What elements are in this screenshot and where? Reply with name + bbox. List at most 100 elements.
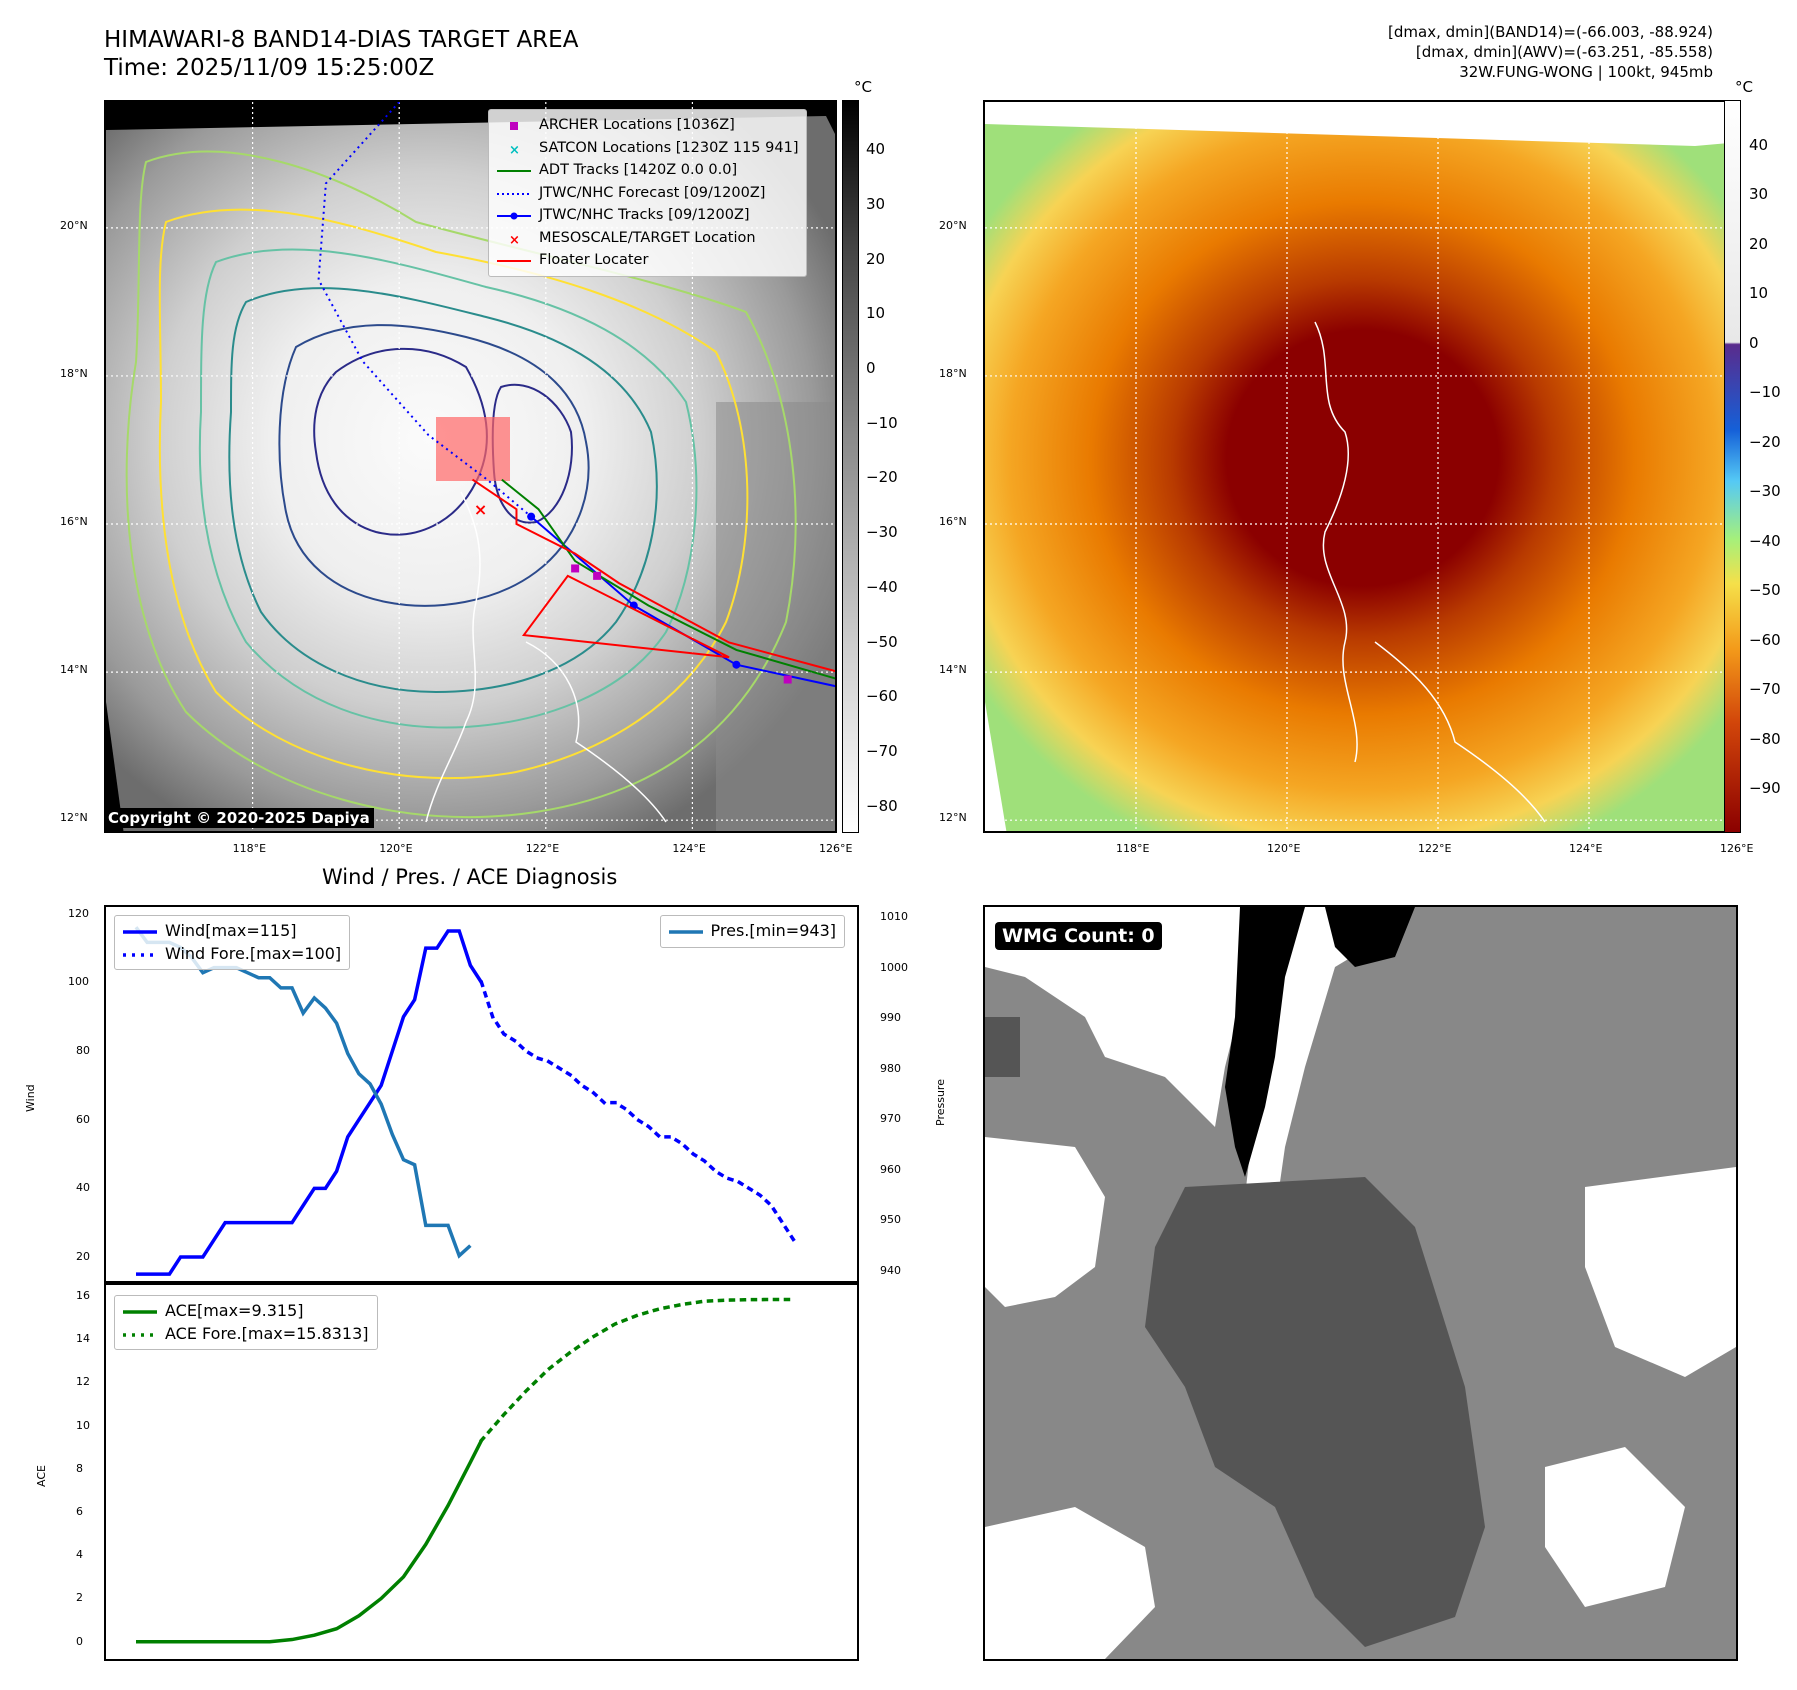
map-gridlines (106, 102, 835, 831)
series-line (136, 929, 483, 1276)
y2-tick-label: 950 (880, 1213, 901, 1227)
archer-location (571, 564, 580, 573)
wmg-black-north (1325, 907, 1415, 967)
y2-tick-label: 940 (880, 1263, 901, 1277)
target-location-marker: × (474, 500, 487, 519)
colorbar-tick: −50 (866, 632, 898, 651)
jtwc-track-point (732, 660, 741, 669)
wmg-white-se (1545, 1447, 1685, 1607)
archer-location (593, 571, 602, 580)
legend-label: JTWC/NHC Forecast [09/1200Z] (539, 184, 766, 201)
awv-gridlines (985, 102, 1736, 831)
y-tick-label: 16 (76, 1288, 90, 1302)
jtwc-track-point (527, 512, 536, 521)
legend-symbol (497, 260, 531, 263)
colorbar-tick: −40 (1749, 531, 1781, 550)
colorbar-tick: −80 (866, 796, 898, 815)
stats-line-3: 32W.FUNG-WONG | 100kt, 945mb (1459, 63, 1713, 81)
wmg-white-west (985, 1137, 1105, 1307)
floater-box (521, 574, 730, 659)
wmg-dark-w (985, 1017, 1020, 1077)
y2-tick-label: 970 (880, 1112, 901, 1126)
legend-symbol (510, 122, 518, 131)
colorbar-tick: −50 (1749, 581, 1781, 600)
wmg-svg (985, 907, 1736, 1659)
y2-tick-label: 980 (880, 1061, 901, 1075)
colorbar-tick: −30 (1749, 482, 1781, 501)
lat-label: 18°N (60, 366, 88, 380)
lon-label: 120°E (1267, 842, 1301, 855)
band14-map-panel: × ARCHER Locations [1036Z] × SATCON Locati… (104, 100, 837, 833)
ace-axis-label: ACE (35, 1465, 48, 1487)
colorbar-tick: 20 (866, 249, 886, 268)
lon-label: 122°E (525, 842, 560, 855)
legend-label: Wind Fore.[max=100] (165, 943, 342, 963)
lat-label: 12°N (939, 811, 967, 825)
legend-symbol (497, 212, 531, 220)
legend-row: × MESOSCALE/TARGET Location (497, 227, 798, 250)
wmg-black-strip (1225, 907, 1305, 1177)
series-line (479, 1297, 796, 1443)
ir-dark-east (716, 402, 835, 831)
legend-row: ADT Tracks [1420Z 0.0 0.0] (497, 159, 798, 182)
legend-key-x: × (497, 233, 531, 245)
legend-label: Floater Locater (539, 252, 649, 268)
lon-label: 124°E (1569, 842, 1603, 855)
legend-label: ACE Fore.[max=15.8313] (165, 1323, 369, 1343)
colorbar-tick: 30 (866, 194, 886, 213)
colorbar-tick: 0 (1749, 333, 1759, 352)
ace-panel: ACE[max=9.315] ACE Fore.[max=15.8313] (104, 1283, 859, 1661)
legend-key (123, 1329, 157, 1339)
awv-image (985, 124, 1736, 831)
copyright-label: Copyright © 2020-2025 Dapiya (104, 808, 374, 828)
coastline-bicol (525, 641, 667, 823)
legend-row: Wind Fore.[max=100] (123, 943, 341, 966)
legend-row: JTWC/NHC Tracks [09/1200Z] (497, 204, 798, 227)
awv-map-panel (983, 100, 1738, 833)
ace-svg (136, 1297, 796, 1644)
y-tick-label: 14 (76, 1332, 90, 1346)
ace-legend: ACE[max=9.315] ACE Fore.[max=15.8313] (114, 1295, 378, 1350)
legend-key (123, 949, 157, 959)
y-tick-label: 40 (76, 1181, 90, 1195)
wmg-count-badge: WMG Count: 0 (995, 922, 1162, 950)
colorbar-tick: −70 (1749, 680, 1781, 699)
y-tick-label: 100 (68, 975, 89, 989)
legend-row: Pres.[min=943] (668, 920, 836, 943)
wind-pressure-panel: Wind[max=115] Wind Fore.[max=100] Pres.[m… (104, 905, 859, 1283)
coastline-bicol-awv (1374, 641, 1546, 823)
figure-title: HIMAWARI-8 BAND14-DIAS TARGET AREA Time:… (104, 26, 578, 82)
y-tick-label: 60 (76, 1112, 90, 1126)
lon-label: 120°E (379, 842, 413, 855)
colorbar-tick: −10 (866, 413, 898, 432)
legend-row: ARCHER Locations [1036Z] (497, 114, 798, 137)
legend-row: Floater Locater (497, 249, 798, 272)
stats-line-1: [dmax, dmin](BAND14)=(-66.003, -88.924) (1388, 23, 1713, 41)
colorbar-tick: 40 (866, 140, 886, 159)
legend-symbol (497, 192, 531, 195)
colorbar-ir (842, 100, 859, 833)
legend-symbol (668, 930, 703, 934)
y-tick-label: 80 (76, 1044, 90, 1058)
contour-minus-76 (278, 324, 590, 607)
band14-map-svg: × (106, 102, 835, 831)
colorbar-tick: −40 (866, 577, 898, 596)
wmg-white-nw (985, 907, 1265, 1127)
colorbar-tick: 20 (1749, 234, 1769, 253)
archer-location (783, 675, 792, 684)
contour-minus-31 (125, 150, 797, 819)
legend-label: Wind[max=115] (165, 921, 297, 940)
legend-symbol: × (509, 233, 520, 245)
legend-label: JTWC/NHC Tracks [09/1200Z] (539, 207, 750, 223)
legend-key-square (497, 120, 531, 131)
colorbar-tick: 10 (1749, 284, 1769, 303)
legend-symbol (497, 170, 531, 173)
colorbar-tick: 10 (866, 304, 886, 323)
legend-row: ACE[max=9.315] (123, 1300, 369, 1323)
legend-symbol (123, 1310, 157, 1314)
y2-tick-label: 990 (880, 1011, 901, 1025)
colorbar-tick: −20 (866, 468, 898, 487)
y2-tick-label: 960 (880, 1162, 901, 1176)
legend-key (123, 926, 157, 936)
lat-label: 20°N (939, 218, 967, 232)
